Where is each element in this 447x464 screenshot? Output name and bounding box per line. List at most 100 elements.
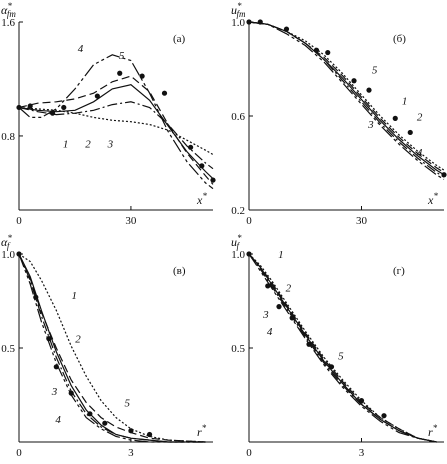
data-point [68, 390, 74, 396]
x-tick-label: 3 [359, 447, 365, 459]
data-point [49, 110, 56, 116]
y-tick-label: 0.5 [231, 343, 245, 355]
panel-u-f-vs-r: 0 3 0.5 1.0u* f r* (г) 1 2 3 4 5 [231, 233, 444, 459]
data-point [441, 172, 447, 178]
series-4-line [18, 54, 214, 190]
data-point [325, 49, 331, 56]
data-point [306, 341, 312, 347]
y-axis-label: α* f [1, 233, 12, 251]
data-point [146, 431, 153, 438]
data-point [313, 47, 320, 53]
data-point [358, 398, 365, 404]
data-point [33, 294, 39, 300]
x-axis-label: r* [197, 423, 207, 439]
series-2-line [18, 101, 214, 170]
curve-label-5: 5 [372, 65, 378, 77]
y-axis-label: u* f [231, 233, 242, 251]
curve-label-3: 3 [51, 386, 58, 398]
data-point [53, 364, 59, 370]
series-2-line [18, 253, 206, 443]
y-tick-label: 1.0 [231, 249, 245, 261]
series-3-line [248, 21, 445, 178]
data-point [16, 251, 22, 257]
series-2-line [248, 253, 437, 443]
y-axis-label: α* fm [1, 1, 16, 19]
x-axis-label: x* [196, 191, 207, 207]
data-point [257, 19, 263, 25]
curve-label-1: 1 [71, 290, 77, 302]
data-point [366, 87, 372, 93]
series-5-line [248, 21, 445, 173]
data-point [246, 19, 252, 25]
panel-u-fm-vs-x: 0 30 0.2 0.6 1.0u* fm x* (б) 12 3 4 5 [231, 1, 447, 227]
data-point [276, 304, 282, 310]
x-axis-label: r* [428, 423, 438, 439]
series-5-line [18, 253, 206, 443]
x-tick-label: 0 [16, 447, 22, 459]
data-point [117, 70, 123, 76]
series-5-line [18, 75, 214, 185]
data-point [46, 336, 52, 342]
x-tick-label: 0 [16, 215, 22, 227]
series-1-line [18, 84, 214, 180]
panel-label: (г) [393, 265, 405, 277]
data-point [94, 93, 100, 99]
data-point [188, 144, 194, 150]
curve-label-3: 3 [367, 119, 374, 131]
x-tick-label: 30 [356, 215, 368, 227]
curve-label-4: 4 [78, 43, 84, 55]
series-2-line [248, 21, 445, 171]
data-point [87, 411, 93, 417]
panel-label: (а) [173, 33, 186, 45]
data-point [210, 177, 216, 183]
data-point [351, 78, 357, 84]
y-tick-label: 0.5 [1, 343, 15, 355]
panel-alpha-fm-vs-x: 0 30 0.8 1.6α* fm x* (а) 1 2 3 4 5 [1, 1, 216, 227]
curve-label-1: 1 [63, 138, 69, 150]
data-point [128, 428, 134, 434]
y-tick-label: 1.0 [231, 17, 245, 29]
x-tick-label: 0 [246, 447, 252, 459]
curve-label-4: 4 [55, 414, 61, 426]
y-axis-label: u* fm [231, 1, 246, 19]
data-point [61, 104, 67, 111]
x-tick-label: 30 [125, 215, 137, 227]
data-point [289, 315, 295, 321]
data-point [16, 104, 22, 111]
data-point [265, 283, 271, 289]
series-3-line [18, 253, 206, 443]
x-axis-label: x* [427, 191, 438, 207]
curve-label-3: 3 [107, 138, 114, 150]
series-3-line [248, 253, 437, 443]
curve-label-2: 2 [85, 138, 91, 150]
series-1-line [248, 253, 437, 443]
series-1-line [248, 21, 445, 176]
series-5-line [248, 253, 437, 443]
data-point [328, 364, 335, 370]
series-4-line [248, 21, 445, 180]
curve-label-4: 4 [267, 326, 273, 338]
data-point [161, 90, 168, 96]
series-1-line [18, 253, 206, 443]
data-point [407, 129, 413, 136]
panel-label: (в) [173, 265, 186, 277]
series-4-line [18, 253, 206, 443]
series-3-line [18, 106, 214, 156]
y-tick-label: 0.2 [231, 205, 245, 217]
data-point [27, 103, 33, 109]
x-tick-label: 3 [128, 447, 134, 459]
y-tick-label: 1.6 [1, 17, 15, 29]
curve-label-1: 1 [402, 95, 408, 107]
data-point [139, 73, 145, 79]
panel-label: (б) [393, 33, 406, 45]
y-tick-label: 0.8 [1, 131, 15, 143]
curve-label-5: 5 [338, 350, 344, 362]
y-tick-label: 0.6 [231, 111, 245, 123]
series-4-line [248, 253, 437, 443]
curve-label-2: 2 [75, 333, 81, 345]
curve-label-2: 2 [286, 283, 292, 295]
data-point [199, 163, 205, 169]
curve-label-5: 5 [119, 50, 125, 62]
data-point [246, 251, 252, 257]
data-point [381, 413, 387, 419]
